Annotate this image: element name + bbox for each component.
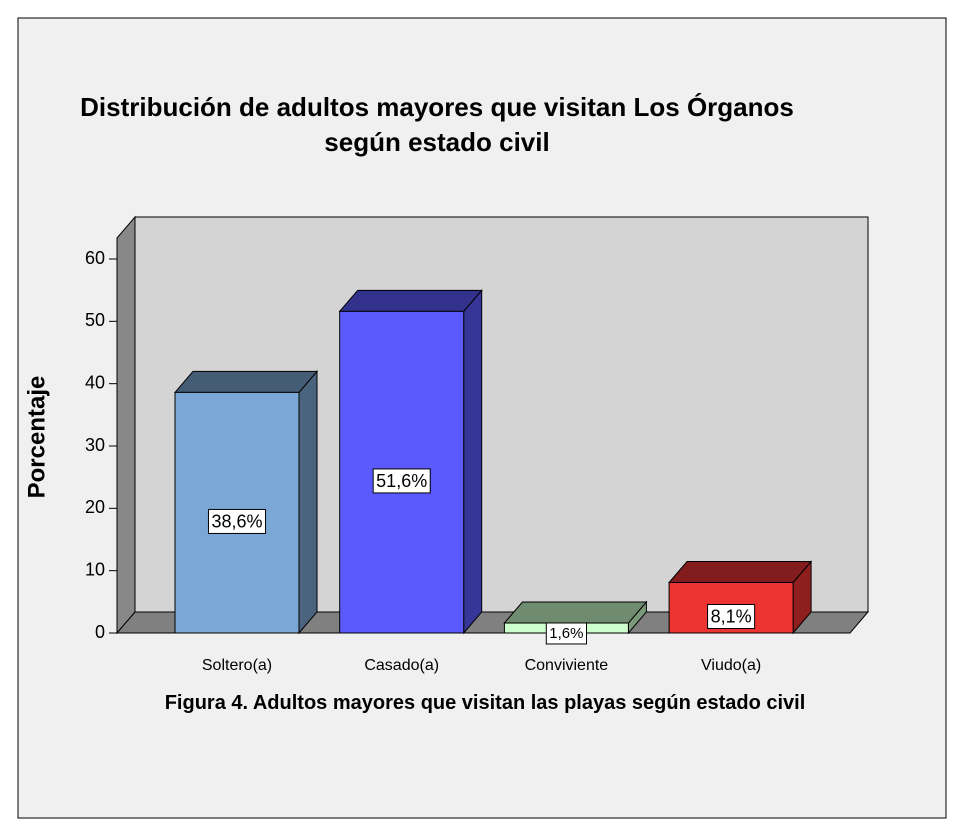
bar	[339, 310, 465, 634]
x-tick-label: Casado(a)	[364, 657, 439, 674]
value-label: 1,6%	[549, 625, 583, 642]
bar-top	[668, 561, 813, 584]
x-tick-label: Conviviente	[525, 657, 609, 674]
bar-top	[338, 289, 483, 312]
value-label-box	[707, 604, 756, 630]
bar-top	[503, 601, 648, 624]
value-label-box	[372, 468, 431, 494]
y-tick-label: 40	[85, 372, 105, 392]
bar-top	[173, 370, 319, 393]
y-tick-label: 30	[85, 435, 105, 455]
figure-caption: Figura 4. Adultos mayores que visitan la…	[164, 692, 806, 714]
value-label-box	[545, 622, 588, 645]
y-tick-label: 50	[85, 310, 105, 330]
side-wall	[116, 215, 136, 635]
x-tick-label: Viudo(a)	[701, 657, 761, 674]
bar-side	[298, 370, 318, 635]
y-tick-label: 20	[85, 497, 105, 517]
value-label: 51,6%	[376, 471, 427, 491]
y-tick-label: 10	[85, 559, 105, 579]
y-tick-label: 60	[85, 248, 105, 268]
value-label: 8,1%	[711, 607, 752, 627]
bar-side	[463, 289, 483, 635]
value-label: 38,6%	[211, 511, 262, 531]
x-tick-label: Soltero(a)	[202, 657, 272, 674]
y-tick-label: 0	[95, 622, 105, 642]
chart-title: Distribución de adultos mayores que visi…	[80, 92, 794, 157]
y-axis-label: Porcentaje	[23, 376, 50, 499]
value-label-box	[207, 508, 267, 534]
